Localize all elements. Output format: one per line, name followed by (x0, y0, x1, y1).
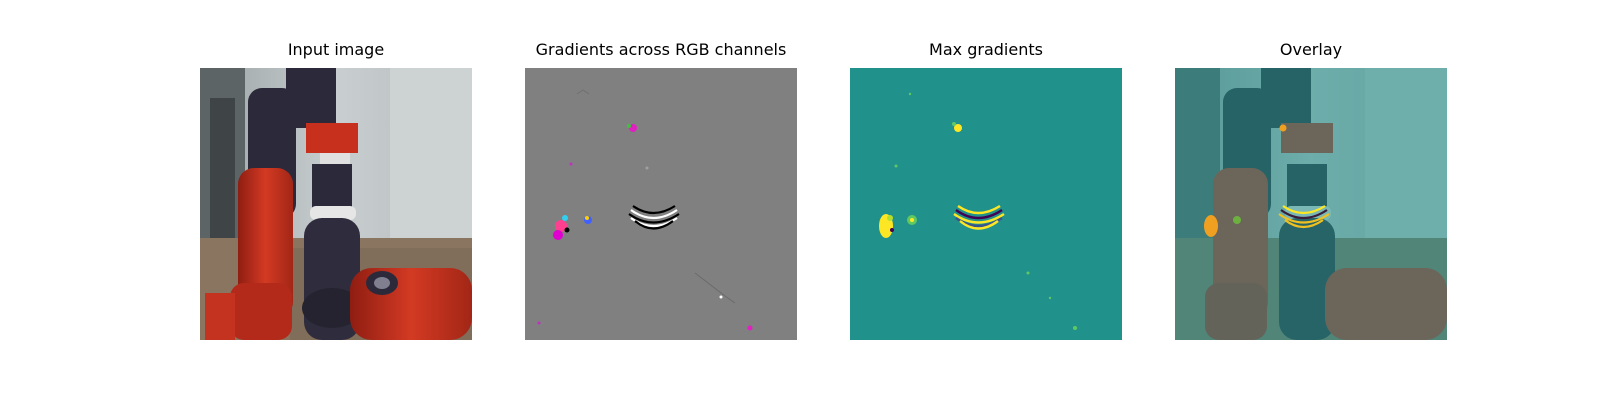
panel-title-input-image: Input image (287, 40, 385, 59)
input-image (200, 68, 472, 340)
panel-title-rgb-gradients: Gradients across RGB channels (535, 40, 787, 59)
panel-title-overlay: Overlay (1279, 40, 1343, 59)
panel-input-image: Input image (200, 40, 472, 340)
rgb-gradients-image (525, 68, 797, 340)
max-gradients-image (850, 68, 1122, 340)
overlay-image (1175, 68, 1447, 340)
panel-title-max-gradients: Max gradients (929, 40, 1043, 59)
panel-overlay: Overlay (1175, 40, 1447, 340)
panel-rgb-gradients: Gradients across RGB channels (525, 40, 797, 340)
panel-max-gradients: Max gradients (850, 40, 1122, 340)
